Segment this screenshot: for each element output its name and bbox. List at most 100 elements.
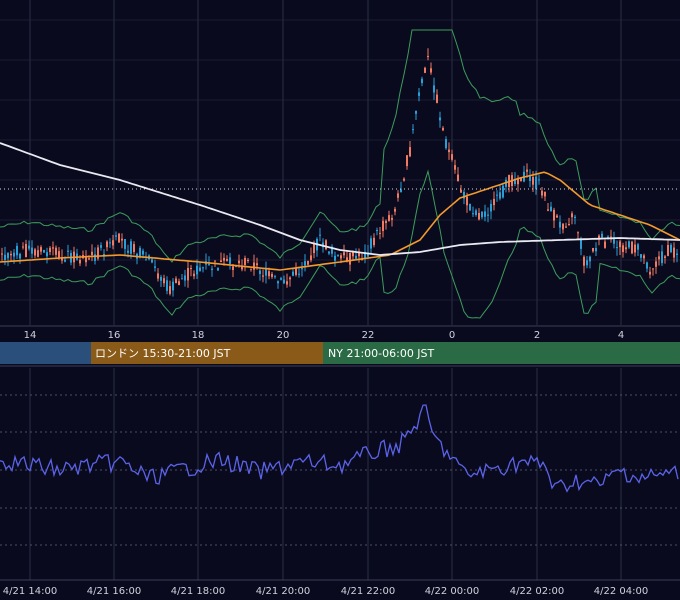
- candle-body: [451, 154, 453, 160]
- grid: [0, 0, 680, 325]
- candle-body: [646, 262, 648, 269]
- candle-body: [517, 178, 519, 185]
- candle-body: [85, 256, 87, 263]
- candle-body: [346, 257, 348, 261]
- candle-body: [649, 271, 651, 275]
- candle-body: [394, 208, 396, 212]
- candle-body: [97, 247, 99, 259]
- date-axis: 4/21 14:00 4/21 16:00 4/21 18:00 4/21 20:00…: [0, 579, 680, 597]
- candle-body: [391, 217, 393, 220]
- candle-body: [457, 174, 459, 181]
- candle-body: [226, 259, 228, 261]
- candle-body: [232, 266, 234, 270]
- candle-body: [100, 245, 102, 248]
- candle-body: [445, 139, 447, 149]
- candle-body: [241, 266, 243, 270]
- candle-body: [367, 252, 369, 257]
- candle-body: [55, 247, 57, 255]
- candle-body: [406, 155, 408, 167]
- candle-body: [181, 278, 183, 280]
- session-ny-label: NY 21:00-06:00 JST: [328, 347, 435, 360]
- candle-body: [541, 190, 543, 196]
- candle-body: [616, 247, 618, 249]
- candle-body: [214, 260, 216, 262]
- candle-body: [601, 233, 603, 238]
- candle-body: [247, 260, 249, 261]
- candle-body: [628, 241, 630, 248]
- date-tick-label: 4/22 04:00: [594, 586, 648, 597]
- candle-body: [169, 286, 171, 294]
- candle-body: [289, 277, 291, 280]
- bollinger-lower: [0, 169, 680, 319]
- candle-body: [481, 211, 483, 218]
- candle-body: [307, 260, 309, 265]
- candle-body: [565, 226, 567, 228]
- candle-body: [193, 273, 195, 277]
- candle-body: [655, 261, 657, 267]
- candle-body: [376, 230, 378, 231]
- candle-body: [52, 247, 54, 249]
- candle-body: [571, 213, 573, 218]
- candle-body: [190, 268, 192, 269]
- date-tick-label: 4/22 00:00: [425, 586, 479, 597]
- candle-body: [370, 238, 372, 249]
- candle-body: [538, 179, 540, 181]
- candle-body: [499, 192, 501, 199]
- date-tick-label: 4/22 02:00: [510, 586, 564, 597]
- candle-body: [151, 259, 153, 263]
- candle-body: [337, 255, 339, 257]
- candle-body: [412, 129, 414, 131]
- candle-body: [154, 266, 156, 268]
- candle-body: [178, 281, 180, 285]
- candle-body: [568, 224, 570, 225]
- candle-body: [667, 245, 669, 256]
- candle-body: [22, 246, 24, 248]
- candle-body: [340, 255, 342, 259]
- candle-body: [421, 78, 423, 84]
- candle-body: [490, 203, 492, 212]
- candle-body: [607, 236, 609, 238]
- candle-body: [532, 177, 534, 185]
- candle-body: [352, 251, 354, 257]
- candle-body: [295, 267, 297, 275]
- candle-body: [382, 220, 384, 231]
- candle-body: [454, 165, 456, 170]
- candle-body: [280, 278, 282, 280]
- candle-body: [286, 281, 288, 285]
- candle-body: [58, 251, 60, 259]
- date-tick-label: 4/21 16:00: [87, 586, 141, 597]
- candle-body: [88, 258, 90, 260]
- session-london-label: ロンドン 15:30-21:00 JST: [95, 347, 231, 360]
- candle-body: [388, 215, 390, 221]
- candle-body: [598, 235, 600, 239]
- candle-body: [49, 247, 51, 252]
- candle-body: [163, 278, 165, 284]
- candle-body: [142, 250, 144, 255]
- hour-axis: 14 16 18 20 22 0 2 4: [0, 325, 680, 341]
- candle-body: [664, 256, 666, 258]
- candle-body: [415, 110, 417, 114]
- candle-body: [310, 255, 312, 261]
- candle-body: [364, 251, 366, 259]
- candle-body: [643, 255, 645, 259]
- moving-average-short: [0, 171, 680, 271]
- candle-body: [202, 267, 204, 269]
- candle-body: [637, 244, 639, 250]
- candle-body: [358, 251, 360, 257]
- candle-body: [274, 276, 276, 278]
- candle-body: [160, 276, 162, 281]
- hour-tick-label: 22: [362, 330, 375, 341]
- candle-body: [343, 252, 345, 256]
- candle-body: [31, 247, 33, 254]
- hour-tick-label: 4: [618, 330, 624, 341]
- candle-body: [7, 252, 9, 259]
- candle-body: [175, 278, 177, 284]
- candle-body: [4, 254, 6, 260]
- candle-body: [145, 259, 147, 261]
- candle-body: [466, 196, 468, 206]
- candle-body: [355, 255, 357, 259]
- date-tick-label: 4/21 18:00: [171, 586, 225, 597]
- candle-body: [403, 178, 405, 181]
- bollinger-bands: [0, 29, 680, 319]
